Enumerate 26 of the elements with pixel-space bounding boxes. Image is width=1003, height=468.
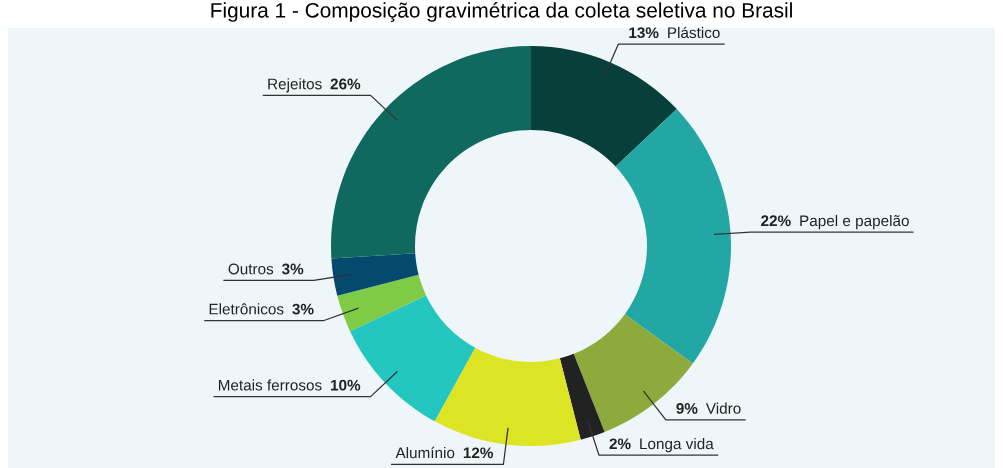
slice-label: Vidro — [705, 402, 741, 414]
data-label: 12% — [463, 447, 494, 459]
slice-label: Papel e papelão — [800, 214, 909, 230]
data-label: 22% — [761, 215, 791, 227]
slice-label: Metais ferrosos — [218, 379, 322, 391]
data-label: 3% — [281, 263, 304, 275]
donut-slice — [615, 109, 731, 364]
data-label: 13% — [629, 27, 659, 39]
data-label: 9% — [676, 403, 698, 414]
data-label: 10% — [331, 379, 361, 391]
donut-slice — [331, 253, 419, 296]
slice-label: Plástico — [668, 26, 720, 39]
donut-slice — [531, 46, 677, 167]
donut-slice — [434, 347, 581, 446]
donut-slice — [331, 46, 531, 259]
slice-label: Longa vida — [640, 437, 714, 453]
slice-label: Eletrônicos — [209, 303, 284, 315]
donut-slice — [559, 353, 605, 440]
donut-slice — [337, 274, 427, 332]
slice-label: Rejeitos — [268, 78, 322, 93]
chart-title: Figura 1 - Composição gravimétrica da coleta seletiva no Brasil — [211, 2, 792, 22]
data-label: 2% — [609, 438, 631, 450]
slice-label: Outros — [228, 263, 274, 275]
slice-label: Alumínio — [395, 446, 455, 459]
data-label: 3% — [292, 303, 314, 315]
data-label: 26% — [330, 78, 361, 90]
